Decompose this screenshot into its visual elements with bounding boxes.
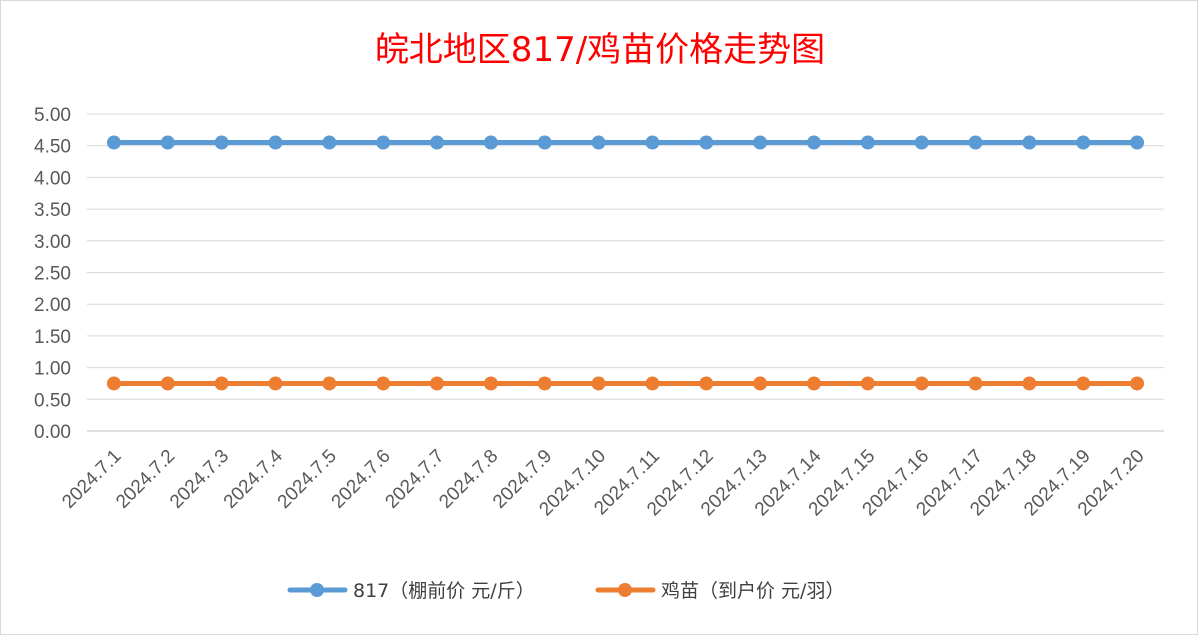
x-tick-label: 2024.7.5 bbox=[274, 446, 341, 513]
series-1 bbox=[106, 135, 1145, 150]
data-point bbox=[483, 376, 498, 391]
x-tick-label: 2024.7.1 bbox=[58, 446, 125, 513]
legend-label: 817（棚前价 元/斤） bbox=[353, 580, 535, 602]
legend-label: 鸡苗（到户价 元/羽） bbox=[661, 580, 844, 602]
data-point bbox=[968, 376, 983, 391]
x-tick-label: 2024.7.8 bbox=[435, 446, 502, 513]
data-point bbox=[214, 135, 229, 150]
y-tick-label: 1.00 bbox=[34, 359, 71, 380]
data-point bbox=[160, 376, 175, 391]
data-point bbox=[268, 376, 283, 391]
data-point bbox=[1130, 135, 1145, 150]
legend-marker bbox=[310, 583, 324, 597]
legend: 817（棚前价 元/斤） 鸡苗（到户价 元/羽） bbox=[287, 580, 844, 602]
data-point bbox=[1022, 135, 1037, 150]
y-tick-label: 3.00 bbox=[34, 232, 71, 253]
data-point bbox=[483, 135, 498, 150]
y-tick-label: 2.50 bbox=[34, 264, 71, 285]
data-point bbox=[214, 376, 229, 391]
data-point bbox=[914, 376, 929, 391]
data-point bbox=[376, 135, 391, 150]
data-point bbox=[537, 376, 552, 391]
data-point bbox=[376, 376, 391, 391]
legend-entry: 817（棚前价 元/斤） bbox=[287, 580, 535, 602]
legend-entry: 鸡苗（到户价 元/羽） bbox=[595, 580, 844, 602]
data-point bbox=[430, 376, 445, 391]
chart-title: 皖北地区817/鸡苗价格走势图 bbox=[375, 30, 825, 70]
data-point bbox=[806, 135, 821, 150]
data-point bbox=[268, 135, 283, 150]
data-point bbox=[106, 376, 121, 391]
y-axis-tick-labels: 0.00 0.50 1.00 1.50 2.00 2.50 3.00 3.50 4.00 4.50… bbox=[34, 105, 71, 443]
x-tick-label: 2024.7.6 bbox=[328, 446, 395, 513]
data-point bbox=[322, 376, 337, 391]
x-tick-label: 2024.7.7 bbox=[381, 446, 448, 513]
data-point bbox=[914, 135, 929, 150]
y-tick-label: 4.50 bbox=[34, 137, 71, 158]
data-point bbox=[753, 135, 768, 150]
data-point bbox=[699, 376, 714, 391]
data-point bbox=[968, 135, 983, 150]
series-lines bbox=[106, 135, 1145, 391]
y-tick-label: 4.00 bbox=[34, 168, 71, 189]
data-point bbox=[1130, 376, 1145, 391]
y-tick-label: 5.00 bbox=[34, 105, 71, 126]
data-point bbox=[430, 135, 445, 150]
y-tick-label: 2.00 bbox=[34, 295, 71, 316]
data-point bbox=[106, 135, 121, 150]
data-point bbox=[645, 376, 660, 391]
data-point bbox=[753, 376, 768, 391]
data-point bbox=[860, 135, 875, 150]
data-point bbox=[860, 376, 875, 391]
data-point bbox=[645, 135, 660, 150]
y-tick-label: 0.00 bbox=[34, 422, 71, 443]
x-axis-tick-labels: 2024.7.12024.7.22024.7.32024.7.42024.7.5… bbox=[58, 445, 1148, 520]
data-point bbox=[1076, 376, 1091, 391]
data-point bbox=[537, 135, 552, 150]
data-point bbox=[160, 135, 175, 150]
data-point bbox=[1076, 135, 1091, 150]
y-tick-label: 0.50 bbox=[34, 390, 71, 411]
x-tick-label: 2024.7.2 bbox=[112, 446, 179, 513]
data-point bbox=[699, 135, 714, 150]
data-point bbox=[591, 135, 606, 150]
legend-marker bbox=[618, 583, 632, 597]
data-point bbox=[806, 376, 821, 391]
y-tick-label: 3.50 bbox=[34, 200, 71, 221]
series-2 bbox=[106, 376, 1145, 391]
x-tick-label: 2024.7.3 bbox=[166, 446, 233, 513]
gridlines bbox=[87, 113, 1164, 432]
data-point bbox=[591, 376, 606, 391]
y-tick-label: 1.50 bbox=[34, 327, 71, 348]
data-point bbox=[322, 135, 337, 150]
data-point bbox=[1022, 376, 1037, 391]
